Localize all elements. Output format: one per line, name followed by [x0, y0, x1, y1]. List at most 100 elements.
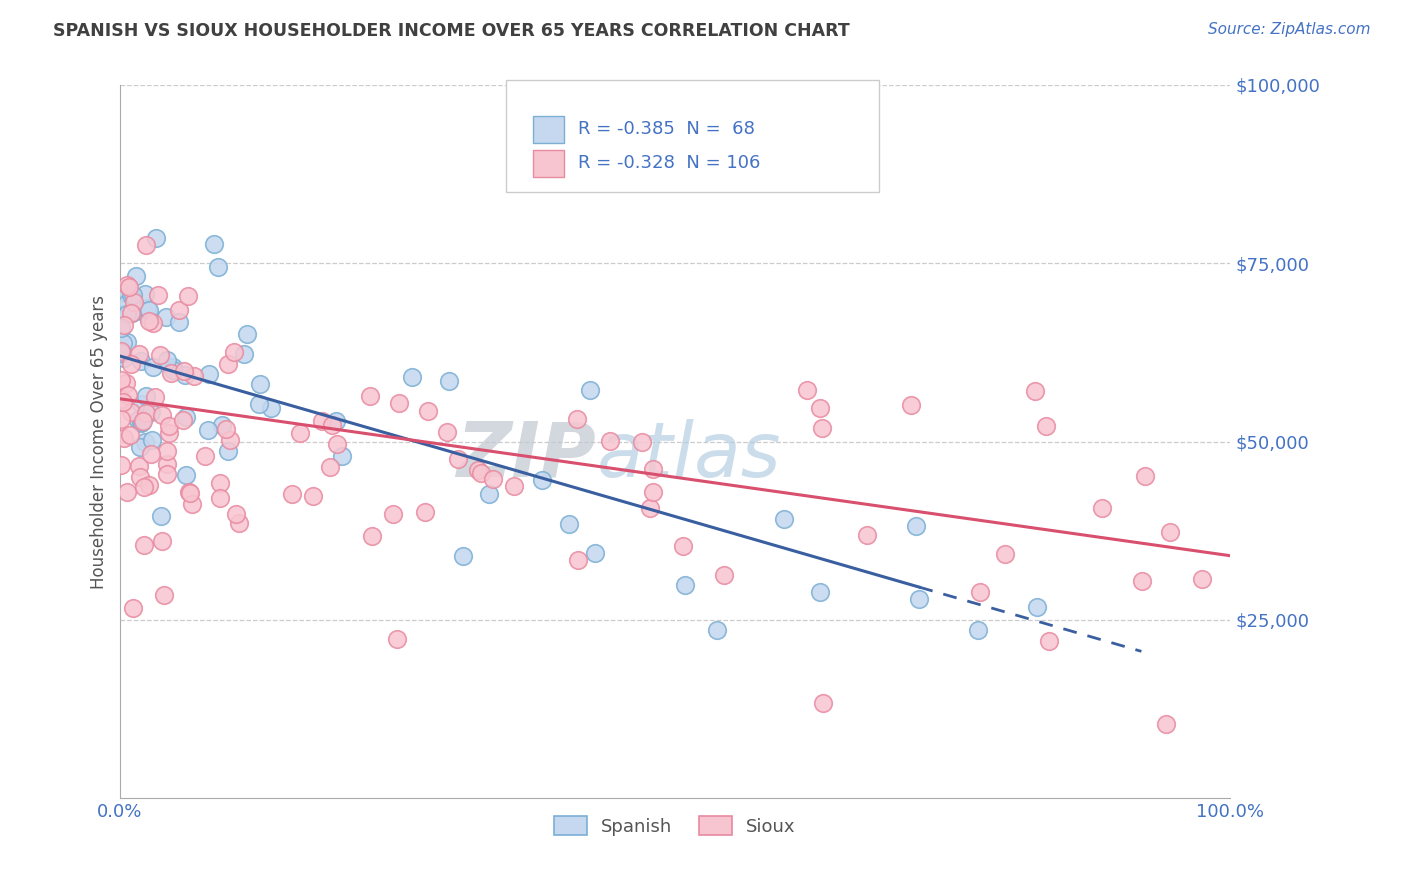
- Sioux: [149, 348, 172, 362]
- Spanish: [142, 359, 165, 374]
- Sioux: [360, 529, 382, 543]
- Sioux: [156, 458, 179, 472]
- Sioux: [110, 458, 132, 473]
- Sioux: [808, 401, 831, 416]
- Spanish: [135, 389, 157, 403]
- Sioux: [388, 396, 411, 410]
- Y-axis label: Householder Income Over 65 years: Householder Income Over 65 years: [90, 294, 108, 589]
- Spanish: [583, 546, 606, 560]
- Spanish: [127, 413, 149, 427]
- Spanish: [129, 353, 152, 368]
- Sioux: [115, 376, 138, 390]
- Text: Source: ZipAtlas.com: Source: ZipAtlas.com: [1208, 22, 1371, 37]
- Sioux: [115, 278, 138, 293]
- Sioux: [321, 418, 343, 433]
- Sioux: [132, 413, 155, 427]
- Sioux: [1191, 572, 1213, 586]
- Sioux: [134, 480, 156, 494]
- Sioux: [156, 443, 179, 458]
- Spanish: [112, 351, 135, 365]
- Sioux: [172, 413, 194, 427]
- Sioux: [467, 463, 489, 477]
- Spanish: [247, 396, 270, 410]
- Sioux: [142, 316, 165, 330]
- Spanish: [129, 417, 152, 431]
- Sioux: [167, 302, 190, 317]
- Spanish: [139, 404, 162, 418]
- Spanish: [173, 368, 195, 383]
- Sioux: [228, 516, 250, 530]
- Spanish: [122, 288, 145, 302]
- Sioux: [643, 462, 665, 476]
- Sioux: [157, 426, 180, 441]
- Sioux: [215, 422, 238, 436]
- Sioux: [117, 388, 139, 402]
- Spanish: [117, 307, 139, 321]
- Text: R = -0.385  N =  68: R = -0.385 N = 68: [578, 120, 755, 138]
- Spanish: [176, 410, 198, 425]
- Sioux: [319, 460, 342, 475]
- Spanish: [134, 287, 156, 301]
- Sioux: [1038, 633, 1060, 648]
- Spanish: [260, 401, 283, 416]
- Spanish: [162, 362, 184, 376]
- Sioux: [143, 390, 166, 404]
- Sioux: [148, 287, 170, 301]
- Spanish: [129, 441, 152, 455]
- Spanish: [110, 321, 132, 335]
- Sioux: [225, 507, 247, 521]
- Sioux: [120, 357, 142, 371]
- Sioux: [177, 484, 200, 499]
- Sioux: [183, 368, 205, 383]
- Spanish: [808, 585, 831, 599]
- Sioux: [139, 447, 162, 461]
- Spanish: [120, 288, 142, 302]
- Sioux: [671, 540, 693, 554]
- Sioux: [118, 280, 141, 294]
- Spanish: [145, 230, 167, 244]
- Sioux: [1091, 500, 1114, 515]
- Sioux: [713, 567, 735, 582]
- Sioux: [638, 501, 661, 516]
- Sioux: [470, 466, 492, 480]
- Sioux: [150, 409, 173, 423]
- Sioux: [209, 491, 232, 505]
- Sioux: [194, 450, 217, 464]
- Spanish: [202, 236, 225, 251]
- Sioux: [138, 478, 160, 492]
- Sioux: [900, 398, 922, 412]
- Spanish: [138, 302, 160, 317]
- Sioux: [177, 289, 200, 303]
- Spanish: [149, 508, 172, 523]
- Sioux: [160, 366, 183, 380]
- Spanish: [967, 623, 990, 637]
- Spanish: [401, 370, 423, 384]
- Spanish: [531, 473, 554, 487]
- Sioux: [122, 601, 145, 615]
- Sioux: [311, 414, 333, 428]
- Spanish: [156, 353, 179, 368]
- Spanish: [115, 296, 138, 310]
- Spanish: [174, 467, 197, 482]
- Spanish: [155, 310, 177, 324]
- Sioux: [224, 344, 246, 359]
- Sioux: [994, 547, 1017, 561]
- Spanish: [249, 377, 271, 392]
- Sioux: [1133, 468, 1156, 483]
- Text: ZIP: ZIP: [457, 419, 598, 492]
- Spanish: [706, 623, 728, 637]
- Spanish: [136, 308, 159, 322]
- Spanish: [478, 487, 501, 501]
- Spanish: [125, 268, 148, 283]
- Sioux: [120, 405, 142, 419]
- Sioux: [135, 237, 157, 252]
- Spanish: [217, 444, 239, 458]
- Sioux: [138, 314, 160, 328]
- Sioux: [1024, 384, 1046, 398]
- Spanish: [115, 335, 138, 350]
- Spanish: [451, 549, 474, 563]
- Sioux: [641, 484, 664, 499]
- Spanish: [211, 418, 233, 433]
- Spanish: [558, 516, 581, 531]
- Sioux: [173, 364, 195, 378]
